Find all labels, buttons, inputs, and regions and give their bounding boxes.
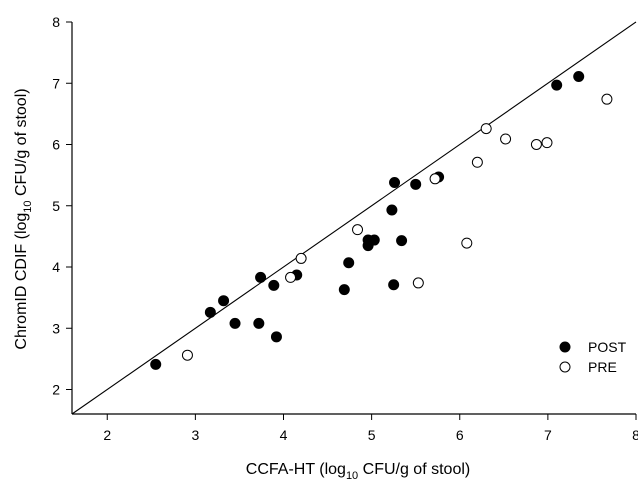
x-tick-label: 5	[368, 427, 376, 443]
pre-data-point	[295, 252, 307, 264]
y-tick-label: 2	[52, 382, 60, 398]
pre-data-point	[181, 349, 193, 361]
pre-data-point	[285, 271, 297, 283]
post-data-point	[253, 317, 265, 329]
y-axis-title: ChromID CDIF (log10 CFU/g of stool)	[13, 88, 34, 349]
reference-line	[71, 21, 637, 415]
post-data-point	[551, 79, 563, 91]
x-axis-ticks: 2 3 4 5 6 7 8	[103, 414, 638, 443]
post-data-point	[218, 295, 230, 307]
post-data-point	[386, 204, 398, 216]
y-tick-label: 4	[52, 259, 60, 275]
pre-data-point	[541, 137, 553, 149]
post-data-point	[229, 317, 241, 329]
y-tick-label: 7	[52, 75, 60, 91]
y-tick-label: 6	[52, 137, 60, 153]
post-data-point	[150, 358, 162, 370]
y-axis-title-sub: 10	[22, 200, 34, 212]
post-data-point	[343, 257, 355, 269]
pre-data-point	[500, 133, 512, 145]
identity-line	[71, 21, 637, 415]
post-data-point	[338, 284, 350, 296]
y-axis-ticks: 2 3 4 5 6 7 8	[52, 14, 72, 398]
post-data-point	[268, 279, 280, 291]
y-tick-label: 8	[52, 14, 60, 30]
legend-entry-label: POST	[588, 339, 627, 355]
post-data-point	[270, 331, 282, 343]
x-tick-label: 2	[103, 427, 111, 443]
post-data-point	[204, 306, 216, 318]
post-data-point	[388, 279, 400, 291]
x-tick-label: 6	[456, 427, 464, 443]
pre-data-point	[471, 156, 483, 168]
post-data-point	[573, 71, 585, 83]
y-axis-title-pre: ChromID CDIF (log	[13, 213, 30, 350]
x-tick-label: 7	[544, 427, 552, 443]
pre-data-point	[461, 237, 473, 249]
x-axis-title-sub: 10	[346, 470, 358, 481]
data-points	[150, 71, 613, 370]
legend-entry-label: PRE	[588, 359, 617, 375]
y-axis-title-post: CFU/g of stool)	[13, 88, 30, 200]
pre-data-point	[412, 277, 424, 289]
pre-data-point	[352, 224, 364, 236]
x-axis-title: CCFA-HT (log10 CFU/g of stool)	[246, 461, 470, 481]
x-tick-label: 8	[632, 427, 638, 443]
pre-data-point	[429, 173, 441, 185]
pre-data-point	[530, 139, 542, 150]
x-axis-title-pre: CCFA-HT (log	[246, 461, 346, 478]
pre-data-point	[480, 123, 492, 135]
legend-post-marker	[559, 341, 571, 353]
post-data-point	[368, 234, 380, 246]
post-data-point	[396, 235, 408, 247]
plot-frame	[71, 22, 636, 415]
legend: POST PRE	[559, 339, 627, 375]
x-tick-label: 4	[280, 427, 288, 443]
legend-pre-marker	[559, 361, 571, 373]
post-data-point	[255, 271, 267, 283]
pre-data-point	[601, 93, 613, 105]
y-tick-label: 5	[52, 198, 60, 214]
x-tick-label: 3	[191, 427, 199, 443]
post-data-point	[410, 178, 422, 190]
post-data-point	[389, 176, 401, 188]
y-tick-label: 3	[52, 320, 60, 336]
x-axis-title-post: CFU/g of stool)	[358, 461, 470, 478]
